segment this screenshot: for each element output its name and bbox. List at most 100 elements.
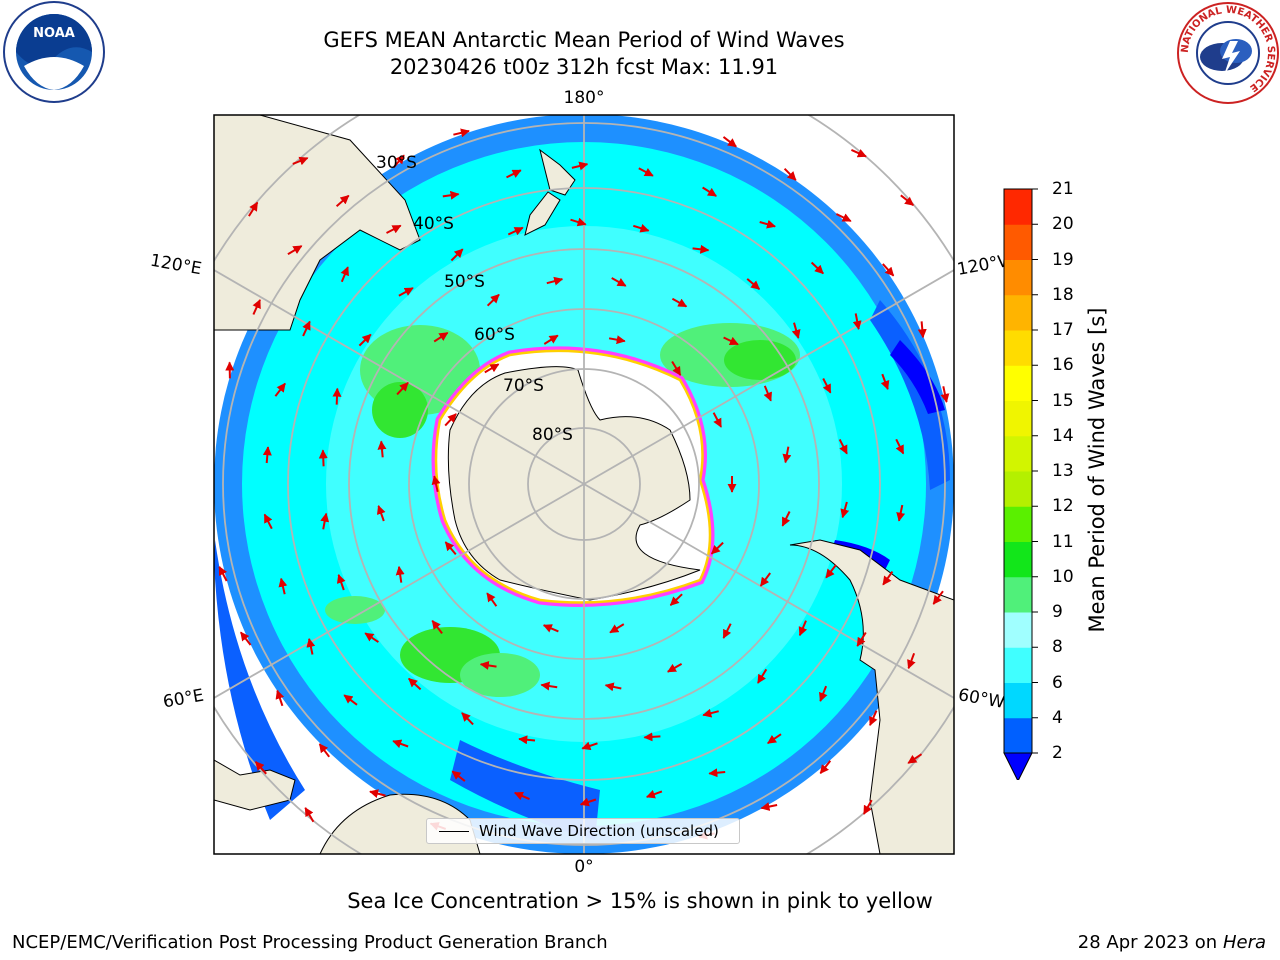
wind-wave-arrow (759, 572, 772, 587)
wind-wave-arrow (932, 590, 944, 605)
wind-wave-arrow (581, 741, 598, 751)
wind-wave-arrow (262, 446, 272, 464)
wind-wave-arrow (332, 387, 342, 405)
wind-wave-arrow (252, 299, 261, 315)
colorbar-tick-label: 10 (1052, 566, 1074, 587)
wind-wave-arrow (364, 632, 379, 643)
wind-wave-arrow (386, 224, 402, 234)
colorbar (1003, 188, 1038, 780)
wind-wave-arrow (320, 512, 330, 530)
colorbar-bin (1004, 330, 1032, 366)
colorbar-bin (1004, 576, 1032, 613)
wind-wave-arrow (900, 194, 915, 206)
wind-wave-arrow (669, 593, 683, 606)
wind-wave-arrow (506, 169, 522, 179)
wind-wave-arrow (810, 261, 824, 275)
colorbar-label: Mean Period of Wind Waves [s] (1085, 307, 1109, 633)
wind-wave-arrow (513, 791, 530, 801)
wind-wave-arrow (907, 652, 916, 670)
legend-line-icon (439, 830, 469, 832)
colorbar-bin (1004, 400, 1032, 437)
wind-wave-arrow (218, 566, 228, 582)
wind-wave-arrow (852, 313, 862, 330)
australia (214, 115, 421, 331)
wind-wave-arrow (895, 438, 905, 455)
wind-wave-arrow (692, 244, 710, 254)
wind-wave-arrow (798, 620, 808, 637)
wind-wave-arrow (822, 378, 832, 394)
wind-wave-arrow (248, 201, 259, 217)
wind-wave-arrow (781, 511, 791, 527)
wind-wave-arrow (318, 743, 330, 758)
wind-wave-arrow (760, 802, 778, 811)
wind-wave-arrow (461, 712, 474, 726)
colorbar-bin (1004, 541, 1032, 578)
wind-wave-arrow (759, 219, 776, 229)
wind-wave-arrow (671, 360, 682, 376)
wind-wave-arrow (882, 571, 894, 586)
wind-wave-arrow (408, 677, 422, 691)
colorbar-tick-label: 16 (1052, 355, 1074, 376)
graticule (214, 115, 954, 854)
lat-label-60s: 60°S (474, 325, 515, 345)
colorbar-tick-label: 2 (1052, 743, 1063, 763)
lat-label-50s: 50°S (444, 272, 485, 292)
colorbar-bin (1004, 259, 1032, 296)
wind-wave-arrow (710, 541, 724, 555)
wind-wave-arrow (638, 167, 654, 177)
colorbar-tick-label: 20 (1052, 214, 1074, 235)
wind-wave-arrow (287, 245, 303, 256)
legend-label: Wind Wave Direction (unscaled) (479, 822, 719, 840)
wind-wave-arrow (450, 248, 464, 262)
colorbar-tick-label: 4 (1052, 707, 1063, 728)
wind-wave-arrow (609, 623, 625, 634)
wind-wave-arrow (702, 186, 717, 197)
colorbar-tick-label: 12 (1052, 496, 1074, 517)
wind-wave-arrow (392, 739, 409, 749)
footer-date: 28 Apr 2023 on Hera (1078, 932, 1266, 953)
wind-wave-arrow (546, 276, 564, 286)
wind-wave-arrow (304, 807, 315, 823)
wind-wave-arrow (377, 440, 387, 458)
wind-wave-arrow (838, 438, 848, 455)
wind-wave-arrow (746, 278, 761, 290)
wind-wave-arrow (302, 320, 311, 337)
wind-wave-arrow (336, 573, 346, 591)
colorbar-tick-label: 14 (1052, 425, 1074, 446)
wind-wave-arrow (507, 226, 524, 236)
south-america (789, 539, 954, 854)
wind-wave-arrows (218, 128, 950, 840)
wind-wave-arrow (835, 213, 852, 222)
wind-wave-arrow (340, 266, 349, 283)
colorbar-tick-label: 8 (1052, 637, 1063, 658)
wind-wave-arrow (940, 386, 950, 403)
wind-wave-arrow (702, 708, 719, 718)
wind-wave-arrow (398, 287, 414, 297)
wind-wave-arrow (579, 797, 597, 807)
map-legend: Wind Wave Direction (unscaled) (426, 818, 740, 844)
wind-wave-arrow (453, 128, 470, 138)
madagascar (214, 759, 296, 811)
footer-machine: Hera (1222, 932, 1266, 953)
wind-wave-arrow (763, 385, 772, 402)
map-frame (213, 114, 955, 855)
wind-wave-arrow (571, 161, 589, 171)
wind-wave-arrow (671, 297, 688, 308)
wind-wave-arrow (444, 413, 457, 427)
wind-wave-arrow (263, 513, 273, 530)
wind-wave-arrow (343, 694, 358, 706)
wind-wave-arrow (254, 761, 267, 775)
colorbar-bin (1004, 647, 1032, 683)
colorbar-bin (1004, 506, 1032, 542)
wind-wave-arrow (306, 638, 316, 655)
wind-wave-arrow (632, 223, 650, 233)
footer-date-text: 28 Apr 2023 on (1077, 932, 1223, 953)
wind-wave-arrow (240, 631, 252, 646)
sea-ice-caption: Sea Ice Concentration > 15% is shown in … (347, 889, 933, 913)
chart-title: GEFS MEAN Antarctic Mean Period of Wind … (323, 28, 845, 52)
wind-wave-arrow (819, 685, 828, 702)
lon-label-top: 180° (563, 88, 605, 108)
wind-wave-arrow (442, 190, 460, 200)
wind-wave-arrow (395, 565, 405, 583)
